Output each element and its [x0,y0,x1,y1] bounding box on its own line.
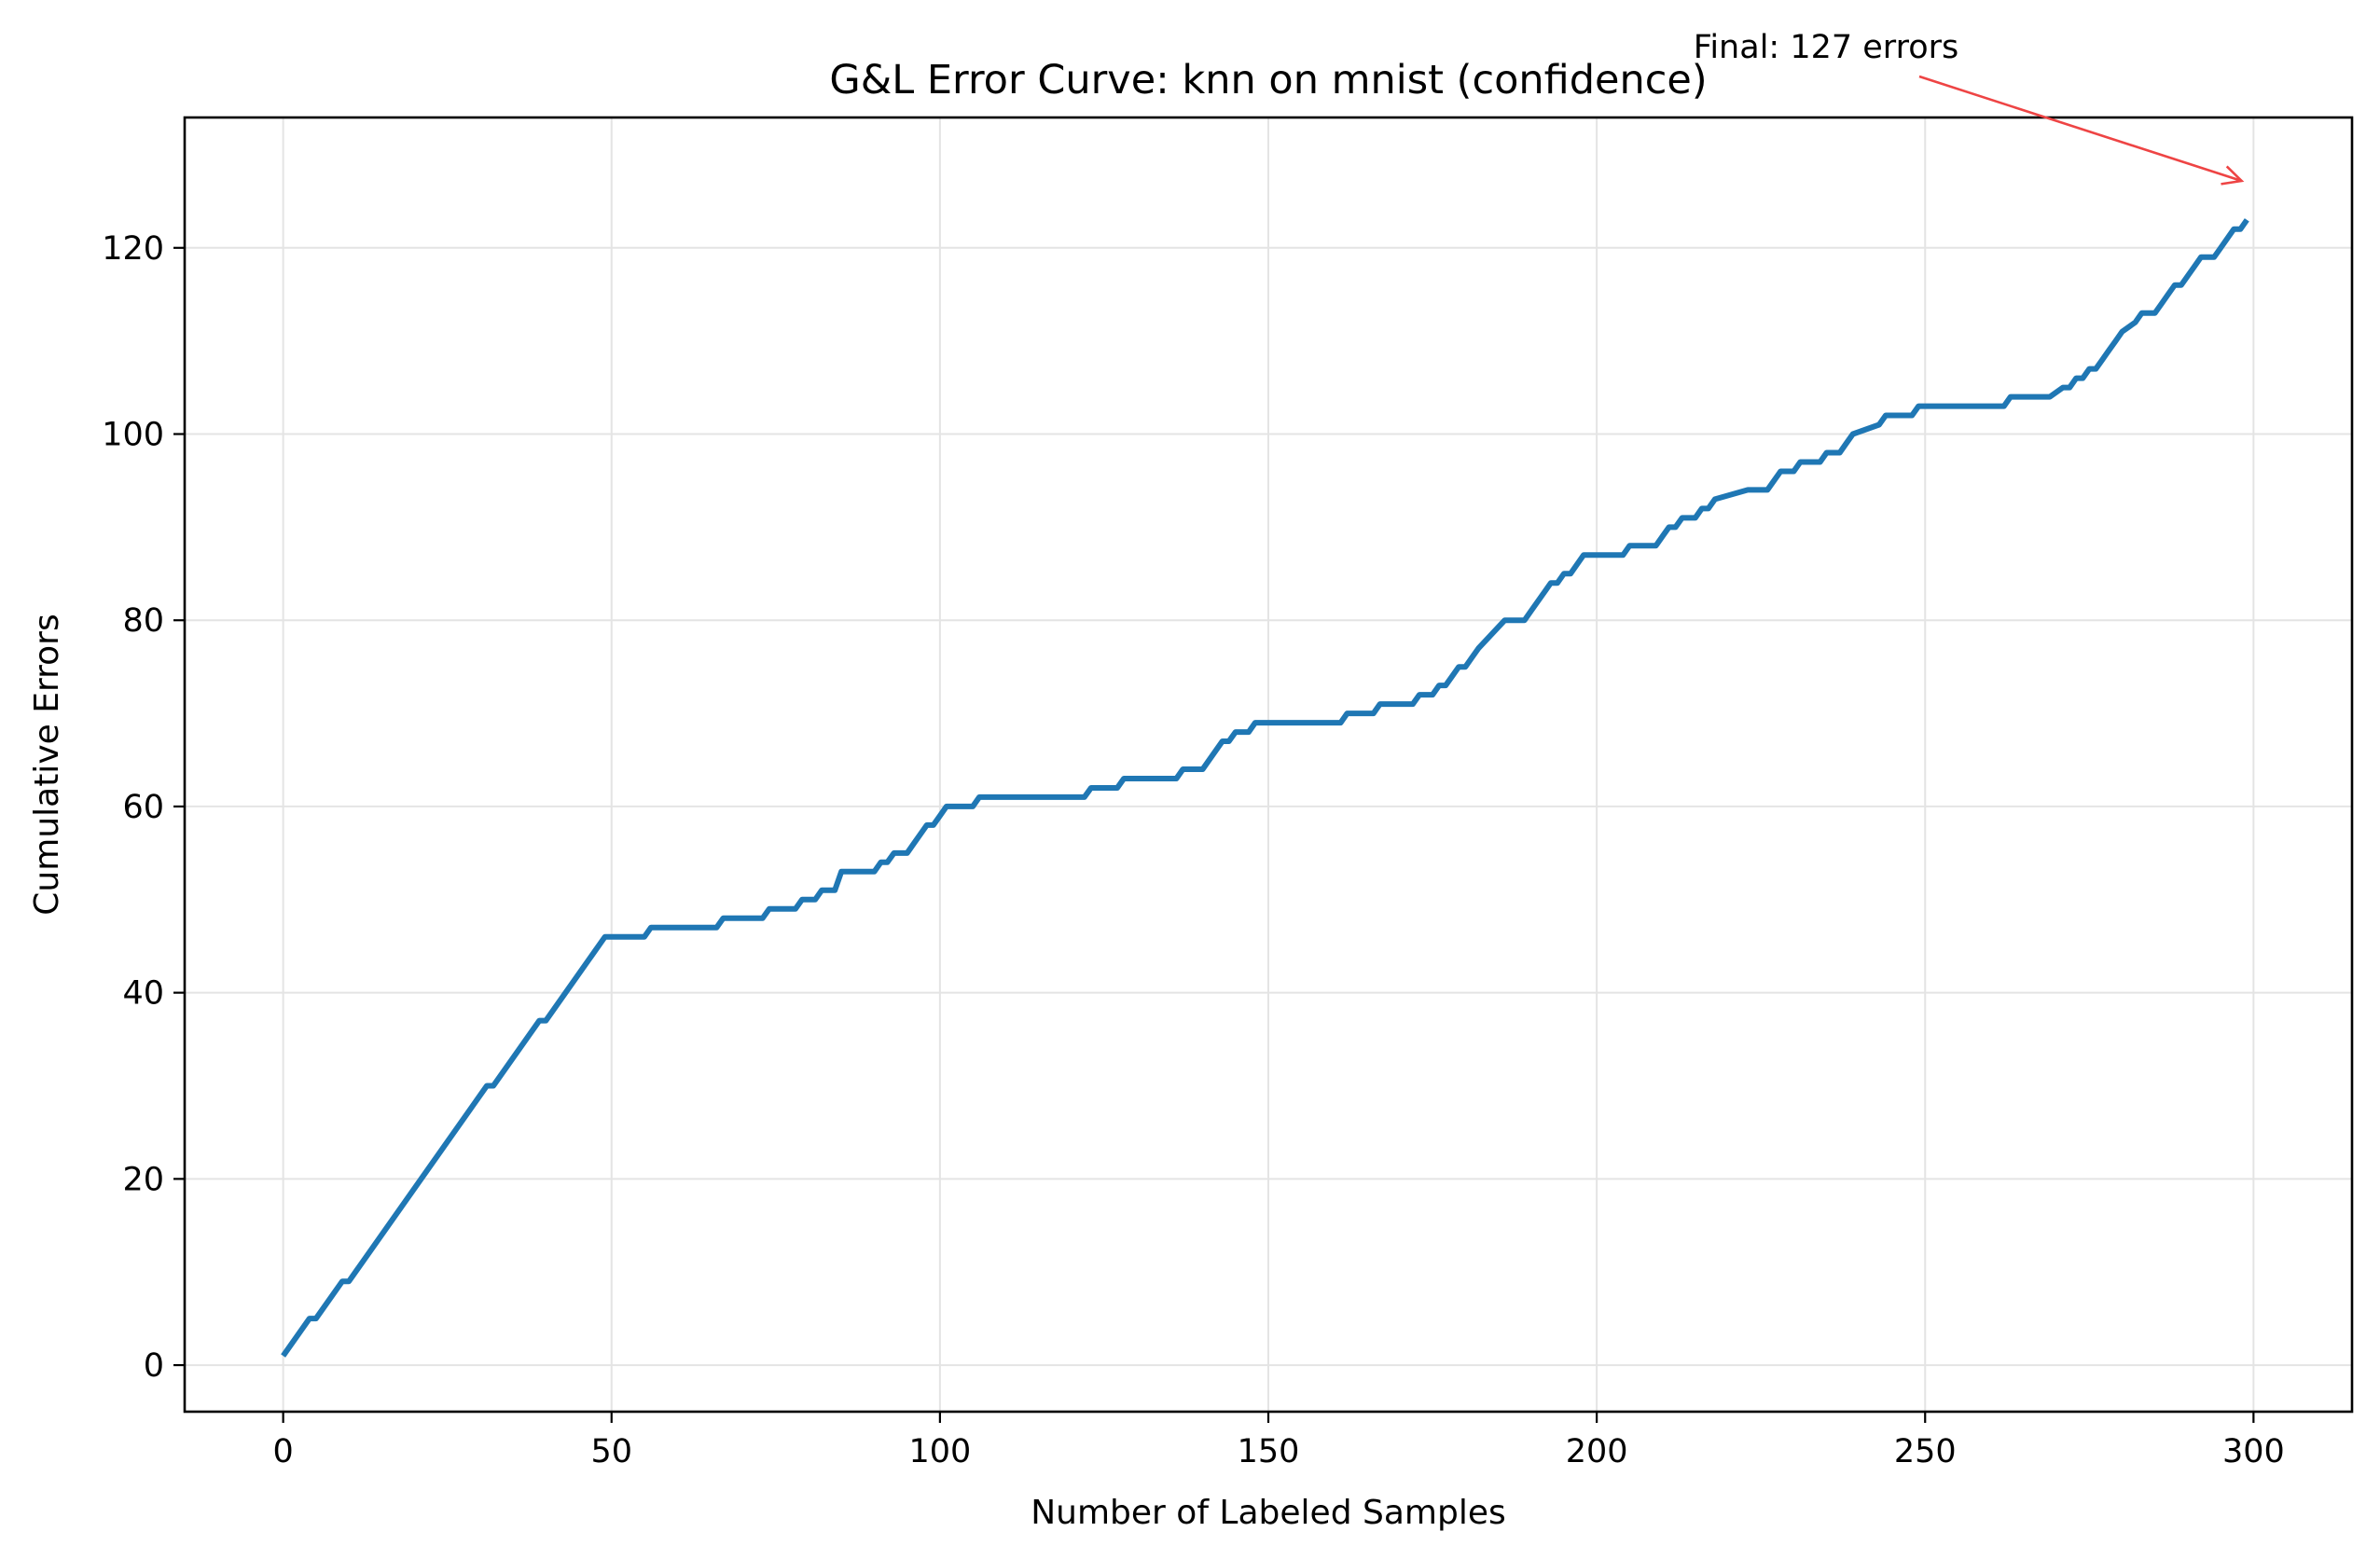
y-axis-title: Cumulative Errors [28,614,66,915]
annotation-layer: Final: 127 errors [1694,29,2245,186]
x-tick-label: 200 [1566,1433,1628,1470]
x-tick-label: 100 [908,1433,971,1470]
annotation-arrow [1918,75,2243,183]
y-tick-label: 40 [122,975,164,1013]
y-tick-label: 100 [102,417,164,454]
x-tick-label: 50 [590,1433,632,1470]
annotation-label: Final: 127 errors [1694,29,1958,66]
x-tick-label: 250 [1894,1433,1957,1470]
series-layer [281,218,2249,1358]
grid-lines [185,117,2352,1412]
axis-ticks: 0 50 100 150 200 250 300 0 20 40 60 80 100 120 [102,230,2285,1470]
y-tick-label: 120 [102,230,164,268]
x-tick-label: 300 [2222,1433,2285,1470]
y-tick-label: 20 [122,1161,164,1198]
annotation-arrow-head [2221,165,2245,186]
y-tick-label: 60 [122,789,164,826]
y-tick-label: 0 [144,1347,164,1385]
x-tick-label: 150 [1238,1433,1300,1470]
x-axis-title: Number of Labeled Samples [1031,1494,1506,1532]
chart-title: G&L Error Curve: knn on mnist (confidenc… [829,57,1707,103]
y-tick-label: 80 [122,602,164,640]
x-tick-label: 0 [272,1433,293,1470]
series-line-cumulative-errors [281,218,2249,1358]
